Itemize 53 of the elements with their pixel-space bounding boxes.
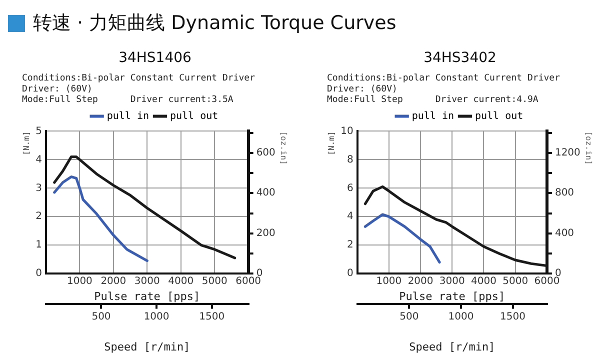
- x-tick-label: 3000: [439, 276, 465, 288]
- x-tick-label: 5000: [202, 276, 228, 288]
- y-tick-label: 5: [36, 126, 42, 137]
- y-tick-label: 1: [36, 240, 42, 251]
- y-tick-label: 0: [346, 268, 354, 280]
- y2-tick-label: 800: [554, 188, 574, 199]
- y2-axis-title: [oz.in]: [584, 131, 594, 165]
- y-tick-label: 6: [346, 182, 354, 194]
- x-tick-label: 4000: [471, 276, 496, 288]
- x-tick-label: 4000: [168, 276, 194, 288]
- x2-tick-label: 1500: [199, 311, 225, 322]
- x-tick-label: 2000: [100, 276, 126, 288]
- x-tick-label: 2000: [408, 276, 434, 288]
- y-tick-label: 2: [36, 211, 42, 222]
- chart-title: 34HS3402: [424, 50, 496, 66]
- x2-tick-label: 1000: [448, 311, 474, 322]
- x-axis-title: Pulse rate [pps]: [94, 290, 200, 304]
- y2-tick-label: 200: [256, 228, 276, 239]
- y2-tick-label: 400: [554, 228, 574, 239]
- chart-title: 34HS1406: [118, 50, 192, 66]
- x2-tick-label: 1000: [144, 311, 170, 322]
- x-axis-title: Pulse rate [pps]: [399, 290, 506, 304]
- chart-subtitle: Conditions:Bi-polar Constant Current Driver Driver: (60V) Mode:Full Step Driver current:3.5A: [22, 74, 256, 106]
- text: 转速 · 力矩曲线 Dynamic Torque Curves: [33, 11, 396, 36]
- y-tick-label: 0: [36, 268, 42, 280]
- y-tick-label: 4: [346, 211, 354, 222]
- y-tick-label: 4: [36, 154, 42, 166]
- y-tick-label: 2: [346, 240, 354, 251]
- x-tick-label: 6000: [534, 276, 560, 288]
- y2-tick-label: 1200: [554, 148, 580, 159]
- y-tick-label: 3: [36, 182, 42, 194]
- x-tick-label: 3000: [134, 276, 160, 288]
- chart-subtitle: Conditions:Bi-polar Constant Current Driver Driver: (60V) Mode:Full Step Driver current:4.9A: [327, 74, 561, 106]
- x2-tick-label: 500: [92, 311, 111, 322]
- legend-label: pull in: [412, 110, 454, 122]
- x2-tick-label: 1500: [500, 311, 526, 322]
- y2-tick-label: 400: [256, 188, 276, 199]
- x-tick-label: 6000: [236, 276, 262, 288]
- legend-label: pull in: [106, 110, 149, 122]
- x-tick-label: 1000: [66, 276, 92, 288]
- legend-label: pull out: [474, 110, 524, 122]
- x2-axis-title: Speed [r/min]: [104, 340, 190, 354]
- y-tick-label: 8: [346, 154, 354, 166]
- x-tick-label: 1000: [376, 276, 402, 288]
- legend-label: pull out: [170, 110, 218, 122]
- y-axis-title: [N.m]: [22, 131, 31, 156]
- x2-axis-title: Speed [r/min]: [409, 340, 496, 354]
- y2-axis-title: [oz.in]: [279, 131, 288, 165]
- y2-tick-label: 600: [256, 148, 276, 159]
- y-axis-title: [N.m]: [326, 131, 336, 156]
- x2-tick-label: 500: [400, 311, 419, 322]
- y-tick-label: 10: [340, 126, 354, 137]
- x-tick-label: 5000: [502, 276, 528, 288]
